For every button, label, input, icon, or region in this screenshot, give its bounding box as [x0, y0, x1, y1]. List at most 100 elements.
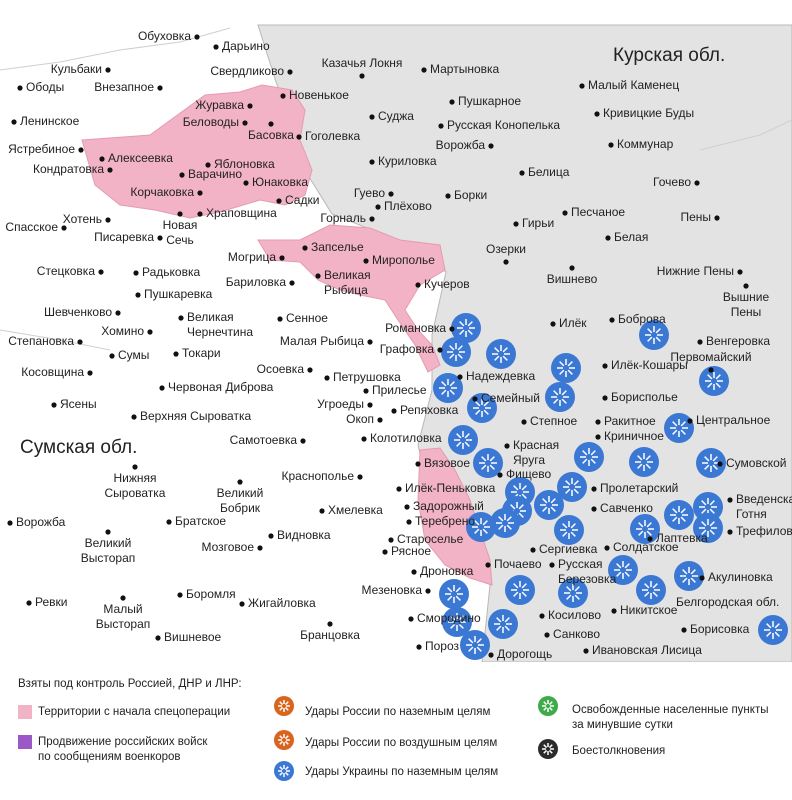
strike-icon — [451, 313, 481, 343]
place-label: Пушкарное — [458, 94, 521, 108]
place-dot — [280, 93, 286, 99]
place-label: Рясное — [391, 544, 431, 558]
place-dot — [438, 123, 444, 129]
strike-icon — [699, 366, 729, 396]
place-dot — [132, 464, 138, 470]
place-label: Мозговое — [201, 540, 254, 554]
place-dot — [406, 519, 412, 525]
strike-icon — [448, 425, 478, 455]
place-label: Могрица — [228, 250, 276, 264]
strike-icon — [608, 555, 638, 585]
place-dot — [497, 472, 503, 478]
place-dot — [109, 353, 115, 359]
strike-icon — [696, 448, 726, 478]
strike-icon-burst — [557, 359, 575, 377]
place-label: Вишнево — [547, 272, 598, 286]
place-label: Никитское — [620, 603, 678, 617]
place-label: Плёхово — [384, 199, 432, 213]
place-label: Косовщина — [21, 365, 84, 379]
place-label: Бранцовка — [300, 628, 360, 642]
place-dot — [197, 211, 203, 217]
place-dot — [369, 216, 375, 222]
place-label: Санково — [553, 627, 600, 641]
place-label: Варачино — [188, 167, 242, 181]
place-dot — [591, 506, 597, 512]
place-dot — [472, 396, 478, 402]
place-label: Колотиловка — [370, 431, 442, 445]
place-label: Венгеровка — [706, 334, 770, 348]
legend-icon — [538, 739, 558, 759]
place-dot — [213, 44, 219, 50]
place-dot — [717, 461, 723, 467]
place-dot — [591, 486, 597, 492]
place-dot — [611, 608, 617, 614]
strike-icon-burst — [564, 584, 582, 602]
place-label: Красная Яруга — [513, 438, 559, 467]
place-dot — [488, 652, 494, 658]
place-dot — [415, 461, 421, 467]
place-dot — [388, 191, 394, 197]
strike-icon — [758, 615, 788, 645]
place-dot — [562, 210, 568, 216]
place-label: Ясены — [60, 397, 97, 411]
place-label: Задорожный — [413, 499, 484, 513]
place-label: Илёк-Кошары — [611, 358, 688, 372]
place-dot — [315, 273, 321, 279]
place-label: Косилово — [548, 608, 601, 622]
place-dot — [300, 438, 306, 444]
strike-icon-burst — [551, 388, 569, 406]
place-dot — [375, 204, 381, 210]
place-dot — [363, 258, 369, 264]
strike-icon-burst — [445, 585, 463, 603]
strike-icon-burst — [540, 496, 558, 514]
strike-icon-burst — [479, 454, 497, 472]
place-label: Коммунар — [617, 137, 674, 151]
place-label: Великий Бобрик — [217, 486, 264, 515]
strike-icon-burst — [635, 453, 653, 471]
place-label: Вышние Пены — [723, 290, 770, 319]
place-label: Верхняя Сыроватка — [140, 409, 251, 423]
strike-icon — [460, 630, 490, 660]
legend-icon-burst — [542, 743, 554, 755]
strike-icon-burst — [454, 431, 472, 449]
place-label: Русская Конопелька — [447, 118, 560, 132]
place-label: Ободы — [26, 80, 64, 94]
place-dot — [177, 592, 183, 598]
place-dot — [694, 180, 700, 186]
place-label: Алексеевка — [108, 151, 173, 165]
place-dot — [296, 134, 302, 140]
strike-icon-burst — [614, 561, 632, 579]
strike-icon — [486, 339, 516, 369]
strike-icon — [490, 508, 520, 538]
strike-icon-burst — [636, 520, 654, 538]
place-dot — [98, 269, 104, 275]
strike-icon — [439, 579, 469, 609]
place-dot — [449, 99, 455, 105]
legend-swatch — [18, 705, 32, 719]
place-dot — [239, 601, 245, 607]
place-label: Ивановская Лисица — [592, 643, 702, 657]
place-dot — [579, 83, 585, 89]
place-dot — [105, 67, 111, 73]
place-label: Гирьи — [522, 216, 554, 230]
place-label: Романовка — [385, 321, 446, 335]
place-dot — [120, 595, 126, 601]
place-label: Илёк — [559, 316, 587, 330]
place-label: Смородино — [417, 611, 481, 625]
legend-swatch — [18, 735, 32, 749]
place-label: Савченко — [600, 501, 653, 515]
place-label: Радьковка — [142, 265, 200, 279]
place-dot — [396, 486, 402, 492]
place-dot — [411, 569, 417, 575]
place-dot — [289, 280, 295, 286]
place-dot — [243, 180, 249, 186]
place-label: Бориcполье — [611, 390, 678, 404]
place-dot — [449, 326, 455, 332]
strike-icon-burst — [580, 448, 598, 466]
place-dot — [324, 375, 330, 381]
strike-icon — [442, 607, 472, 637]
place-dot — [115, 310, 121, 316]
legend-label: Удары России по воздушным целям — [305, 737, 497, 749]
place-label: Озерки — [486, 242, 526, 256]
place-dot — [521, 419, 527, 425]
